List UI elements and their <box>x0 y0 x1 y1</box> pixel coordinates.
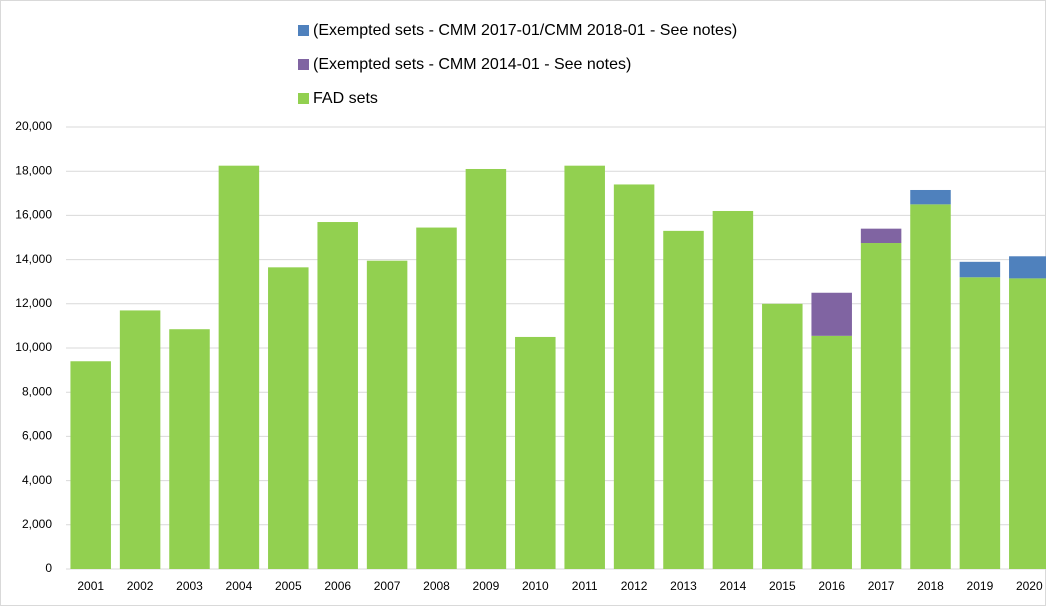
bar-segment <box>712 210 754 570</box>
x-tick-label: 2018 <box>917 579 944 593</box>
y-tick-label: 0 <box>45 561 52 575</box>
x-tick-label: 2015 <box>769 579 796 593</box>
bar-segment <box>860 243 902 569</box>
y-tick-label: 12,000 <box>15 296 52 310</box>
bar-segment <box>811 292 852 336</box>
x-tick-label: 2009 <box>473 579 500 593</box>
bar-segment <box>564 165 605 570</box>
bar-segment <box>910 204 951 569</box>
x-tick-label: 2016 <box>818 579 845 593</box>
legend-swatch <box>298 59 309 70</box>
bar-segment <box>268 267 309 569</box>
x-tick-label: 2020 <box>1016 579 1043 593</box>
bar-segment <box>317 222 358 569</box>
legend-swatch <box>298 25 309 36</box>
x-tick-label: 2003 <box>176 579 203 593</box>
y-tick-label: 14,000 <box>15 252 52 266</box>
bar-segment <box>811 335 852 569</box>
y-tick-label: 6,000 <box>22 429 52 443</box>
x-tick-label: 2006 <box>324 579 351 593</box>
y-tick-label: 8,000 <box>22 384 52 398</box>
y-tick-label: 2,000 <box>22 517 52 531</box>
bar-segment <box>762 303 803 569</box>
bar-segment <box>959 261 1001 278</box>
x-tick-label: 2011 <box>572 579 598 593</box>
bar-segment <box>465 168 507 570</box>
bar-segment <box>515 336 556 569</box>
x-tick-label: 2010 <box>522 579 549 593</box>
legend-label: FAD sets <box>313 90 378 107</box>
bar-segment <box>613 184 655 569</box>
x-tick-label: 2008 <box>423 579 450 593</box>
bar-segment <box>663 230 704 569</box>
bar-segment <box>169 329 210 569</box>
x-tick-label: 2019 <box>967 579 994 593</box>
bar-segment <box>1009 278 1046 569</box>
bar-segment <box>70 361 111 569</box>
y-tick-label: 10,000 <box>15 340 52 354</box>
x-tick-label: 2001 <box>77 579 104 593</box>
y-tick-label: 20,000 <box>15 119 52 133</box>
bar-segment <box>1009 256 1046 279</box>
y-tick-label: 4,000 <box>22 473 52 487</box>
bar-segment <box>860 228 902 244</box>
x-tick-label: 2017 <box>868 579 895 593</box>
legend-label: (Exempted sets - CMM 2017-01/CMM 2018-01… <box>313 22 737 39</box>
bar-segment <box>366 260 408 569</box>
x-tick-label: 2014 <box>720 579 747 593</box>
bar-segment <box>218 165 260 570</box>
bar-segment <box>959 277 1001 569</box>
y-tick-label: 16,000 <box>15 208 52 222</box>
x-tick-label: 2004 <box>226 579 253 593</box>
x-tick-label: 2013 <box>670 579 697 593</box>
y-tick-label: 18,000 <box>15 163 52 177</box>
legend-swatch <box>298 93 309 104</box>
x-tick-label: 2002 <box>127 579 154 593</box>
x-tick-label: 2007 <box>374 579 401 593</box>
bar-segment <box>416 227 457 569</box>
x-tick-label: 2005 <box>275 579 302 593</box>
x-tick-label: 2012 <box>621 579 648 593</box>
bar-segment <box>910 189 951 205</box>
bar-segment <box>119 310 161 569</box>
legend-label: (Exempted sets - CMM 2014-01 - See notes… <box>313 56 631 73</box>
